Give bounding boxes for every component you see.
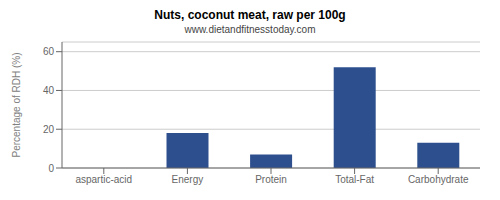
svg-text:Carbohydrate: Carbohydrate [408,174,469,185]
svg-text:Percentage of RDH (%): Percentage of RDH (%) [11,52,22,157]
svg-text:Protein: Protein [255,174,287,185]
html-text:www.dietandfitnesstoday.com: www.dietandfitnesstoday.com [184,24,316,35]
html-text:Nuts, coconut meat, raw per 10: Nuts, coconut meat, raw per 100g [154,8,346,22]
svg-text:40: 40 [43,85,55,96]
svg-text:0: 0 [48,163,54,174]
svg-text:Total-Fat: Total-Fat [335,174,374,185]
svg-text:20: 20 [43,124,55,135]
svg-text:Energy: Energy [172,174,204,185]
svg-text:aspartic-acid: aspartic-acid [75,174,132,185]
svg-text:60: 60 [43,46,55,57]
